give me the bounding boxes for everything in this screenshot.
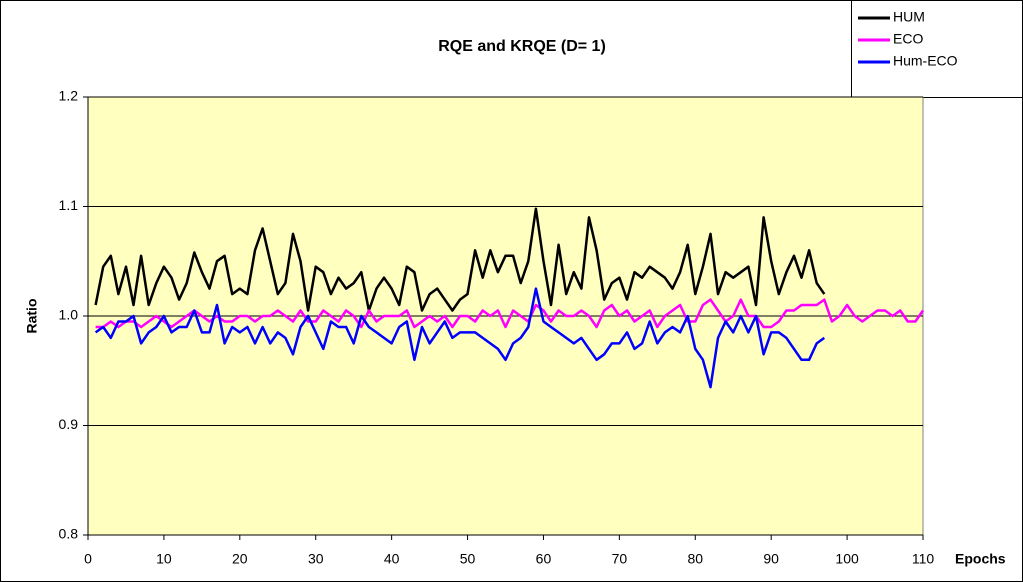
chart-title: RQE and KRQE (D= 1) (438, 38, 606, 55)
x-tick-label: 40 (384, 551, 400, 567)
legend (851, 0, 1023, 98)
x-tick-label: 70 (612, 551, 628, 567)
y-tick-label: 1.0 (59, 307, 79, 323)
y-tick-label: 0.8 (59, 526, 79, 542)
y-tick-label: 0.9 (59, 416, 79, 432)
legend-label: Hum-ECO (893, 53, 958, 69)
x-tick-label: 0 (84, 551, 92, 567)
series-line (94, 207, 826, 312)
series-line (95, 298, 925, 329)
y-axis-label: Ratio (24, 299, 40, 334)
y-tick-label: 1.2 (59, 88, 79, 104)
x-tick-label: 30 (308, 551, 324, 567)
y-tick-label: 1.1 (59, 197, 79, 213)
x-tick-label: 20 (232, 551, 248, 567)
x-tick-label: 50 (460, 551, 476, 567)
legend-label: HUM (893, 9, 925, 25)
series-line (94, 287, 826, 389)
legend-label: ECO (893, 31, 923, 47)
x-tick-label: 80 (687, 551, 703, 567)
x-tick-label: 100 (835, 551, 859, 567)
x-tick-label: 10 (156, 551, 172, 567)
x-tick-label: 90 (763, 551, 779, 567)
x-tick-label: 110 (912, 551, 935, 567)
x-axis-label: Epochs (955, 551, 1006, 567)
x-tick-label: 60 (536, 551, 552, 567)
